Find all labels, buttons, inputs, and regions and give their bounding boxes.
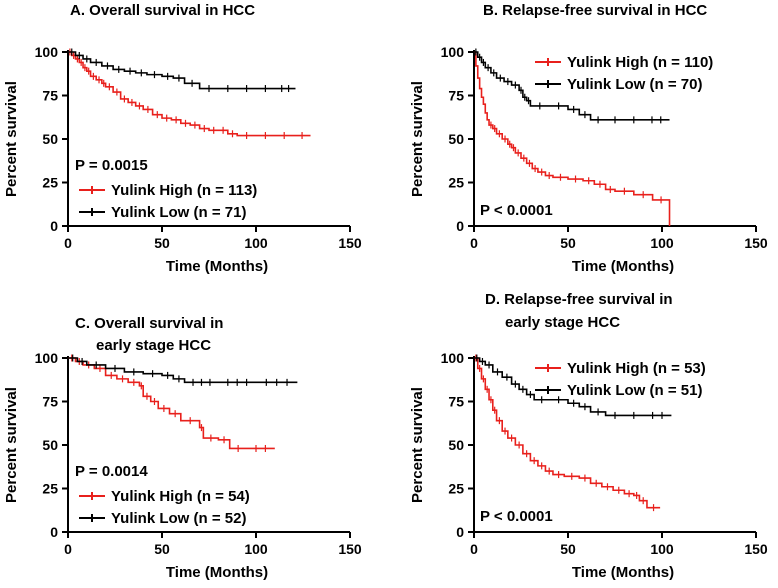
p-value-label: P < 0.0001 <box>480 508 553 525</box>
legend-label-high: Yulink High (n = 53) <box>567 360 706 377</box>
chart-title-a-line-1: A. Overall survival in HCC <box>70 2 255 19</box>
x-tick-label: 150 <box>338 541 362 557</box>
y-tick-label: 100 <box>35 350 59 366</box>
x-tick-label: 50 <box>560 235 576 251</box>
x-axis-label: Time (Months) <box>166 258 268 275</box>
y-axis-label: Percent survival <box>3 81 20 197</box>
y-tick-label: 0 <box>456 524 464 540</box>
x-tick-label: 50 <box>560 541 576 557</box>
survival-curve-low <box>474 357 672 417</box>
chart-panel-c: C. Overall survival in early stage HCC 0 25… <box>3 315 362 581</box>
y-tick-label: 0 <box>50 524 58 540</box>
x-axis-label: Time (Months) <box>572 564 674 581</box>
legend-label-high: Yulink High (n = 54) <box>111 488 250 505</box>
x-axis-label: Time (Months) <box>572 258 674 275</box>
x-tick-label: 150 <box>744 235 768 251</box>
chart-panel-b: B. Relapse-free survival in HCC 0 25 50 75 10… <box>409 2 768 275</box>
x-tick-label: 100 <box>244 541 268 557</box>
legend-label-low: Yulink Low (n = 70) <box>567 76 702 93</box>
legend-label-low: Yulink Low (n = 51) <box>567 382 702 399</box>
y-tick-label: 25 <box>42 175 58 191</box>
p-value-label: P = 0.0015 <box>75 157 148 174</box>
survival-curve-low <box>68 357 298 384</box>
chart-title-c-line-1: C. Overall survival in <box>75 315 223 332</box>
legend-label-high: Yulink High (n = 110) <box>567 54 713 71</box>
y-tick-label: 100 <box>35 44 59 60</box>
y-tick-label: 50 <box>448 437 464 453</box>
y-tick-label: 75 <box>448 88 464 104</box>
legend-label-low: Yulink Low (n = 52) <box>111 510 246 527</box>
y-axis-label: Percent survival <box>3 387 20 503</box>
y-tick-label: 50 <box>448 131 464 147</box>
x-tick-label: 50 <box>154 541 170 557</box>
y-tick-label: 75 <box>42 394 58 410</box>
legend-label-high: Yulink High (n = 113) <box>111 182 257 199</box>
survival-curve-high <box>474 357 661 509</box>
x-tick-label: 100 <box>650 541 674 557</box>
x-tick-label: 0 <box>470 235 478 251</box>
p-value-label: P = 0.0014 <box>75 463 148 480</box>
y-tick-label: 25 <box>42 481 58 497</box>
chart-title-d-line-1: D. Relapse-free survival in <box>485 291 673 308</box>
chart-title-b-line-1: B. Relapse-free survival in HCC <box>483 2 707 19</box>
chart-title-c-line-2: early stage HCC <box>96 337 211 354</box>
y-tick-label: 0 <box>456 218 464 234</box>
y-tick-label: 50 <box>42 437 58 453</box>
x-axis-label: Time (Months) <box>166 564 268 581</box>
legend-label-low: Yulink Low (n = 71) <box>111 204 246 221</box>
y-tick-label: 100 <box>441 350 465 366</box>
x-tick-label: 50 <box>154 235 170 251</box>
y-tick-label: 25 <box>448 175 464 191</box>
survival-curve-high <box>474 51 671 226</box>
survival-curve-high <box>68 51 311 137</box>
x-tick-label: 0 <box>64 235 72 251</box>
y-tick-label: 100 <box>441 44 465 60</box>
y-tick-label: 25 <box>448 481 464 497</box>
x-tick-label: 100 <box>650 235 674 251</box>
x-tick-label: 0 <box>64 541 72 557</box>
y-tick-label: 75 <box>448 394 464 410</box>
y-axis-label: Percent survival <box>409 387 426 503</box>
x-tick-label: 150 <box>338 235 362 251</box>
x-tick-label: 150 <box>744 541 768 557</box>
y-axis-label: Percent survival <box>409 81 426 197</box>
p-value-label: P < 0.0001 <box>480 202 553 219</box>
y-tick-label: 50 <box>42 131 58 147</box>
chart-panel-d: D. Relapse-free survival in early stage H… <box>409 291 768 581</box>
x-tick-label: 0 <box>470 541 478 557</box>
y-tick-label: 0 <box>50 218 58 234</box>
x-tick-label: 100 <box>244 235 268 251</box>
chart-title-d-line-2: early stage HCC <box>505 314 620 331</box>
y-tick-label: 75 <box>42 88 58 104</box>
survival-curve-high <box>68 357 275 450</box>
chart-panel-a: A. Overall survival in HCC 0 25 50 75 100 0 50 1… <box>3 2 362 275</box>
